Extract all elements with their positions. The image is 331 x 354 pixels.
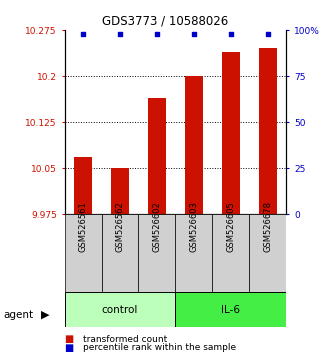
Text: ■: ■ (65, 343, 74, 353)
Text: GSM526562: GSM526562 (116, 201, 124, 252)
Bar (138, 214, 175, 292)
Text: GSM526605: GSM526605 (226, 201, 235, 252)
Text: transformed count: transformed count (83, 335, 167, 344)
Bar (175, 214, 213, 292)
Bar (65, 292, 175, 327)
Point (154, 31, 160, 36)
Bar (65, 214, 102, 292)
Text: GSM526561: GSM526561 (78, 201, 87, 252)
Bar (175, 292, 286, 327)
Text: IL-6: IL-6 (221, 305, 240, 315)
Text: control: control (102, 305, 138, 315)
Point (191, 31, 197, 36)
Text: ▶: ▶ (41, 310, 50, 320)
Bar (213, 214, 249, 292)
Bar (111, 168, 129, 214)
Bar (222, 52, 240, 214)
Point (265, 31, 270, 36)
Text: GSM526602: GSM526602 (153, 201, 162, 252)
Point (228, 31, 233, 36)
Bar (249, 214, 286, 292)
Point (117, 31, 122, 36)
Bar (185, 76, 203, 214)
Bar (259, 48, 277, 214)
Text: ■: ■ (65, 334, 74, 344)
Bar (148, 98, 166, 214)
Text: GSM526603: GSM526603 (189, 201, 198, 252)
Bar (102, 214, 138, 292)
Point (80, 31, 86, 36)
Bar (74, 157, 92, 214)
Text: GDS3773 / 10588026: GDS3773 / 10588026 (102, 14, 229, 27)
Text: GSM526678: GSM526678 (263, 201, 272, 252)
Text: agent: agent (3, 310, 33, 320)
Text: percentile rank within the sample: percentile rank within the sample (83, 343, 236, 352)
